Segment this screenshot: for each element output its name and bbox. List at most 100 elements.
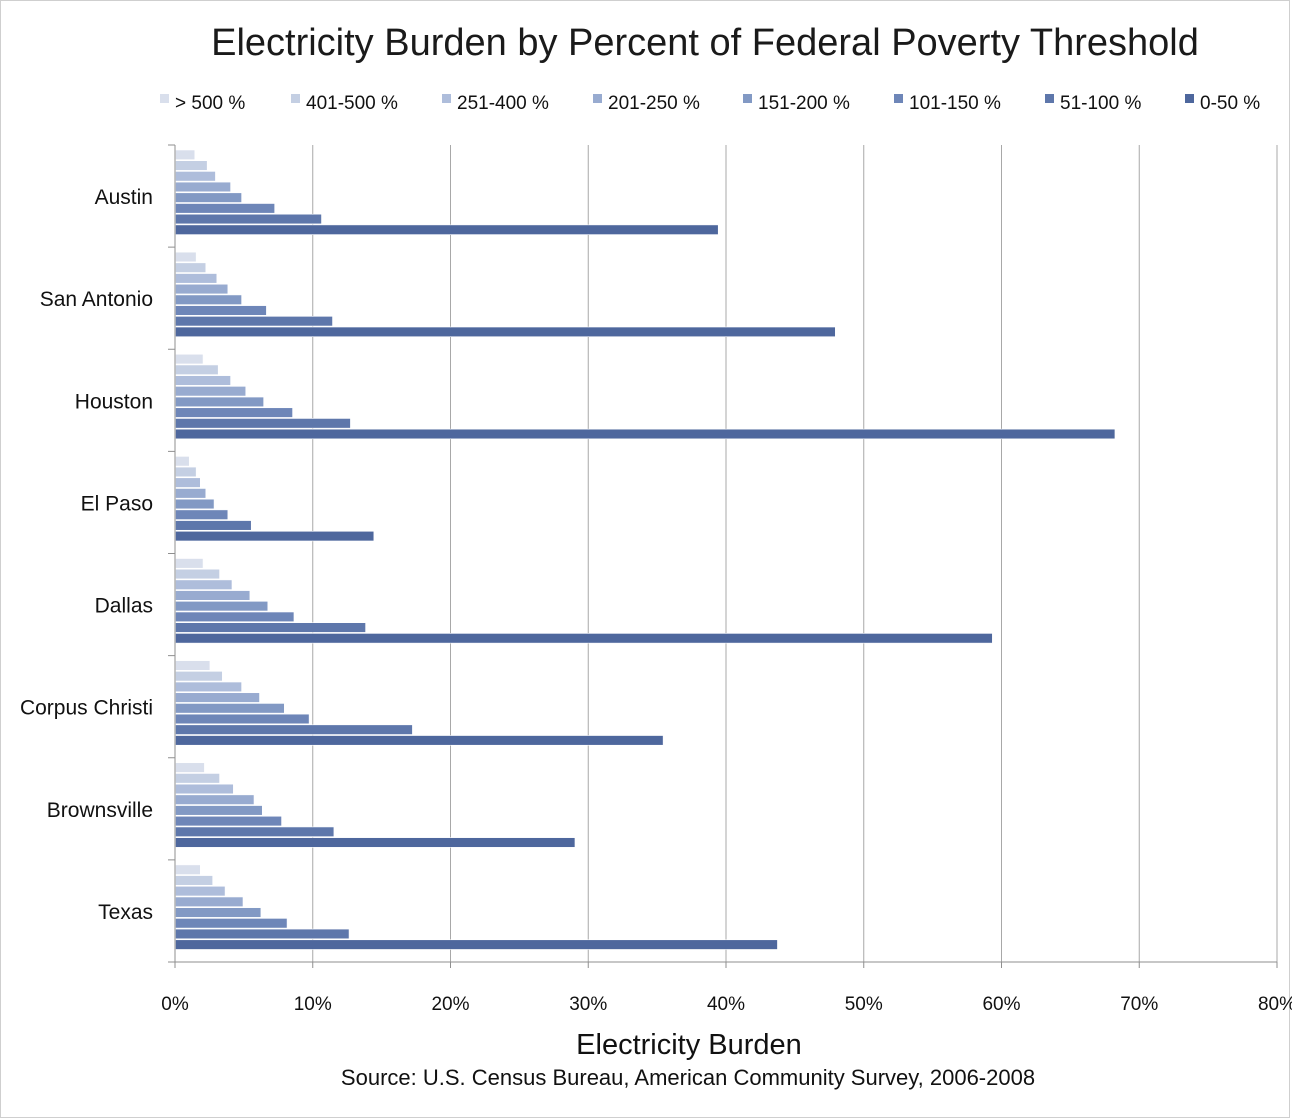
legend-swatch (1185, 94, 1194, 103)
bar (175, 305, 267, 316)
bar (175, 558, 204, 569)
bar (175, 488, 207, 499)
bar (175, 203, 275, 214)
bar (175, 375, 231, 386)
legend-swatch (1045, 94, 1054, 103)
bar (175, 703, 285, 714)
bar (175, 681, 242, 693)
bar (175, 396, 264, 408)
legend-swatch (894, 94, 903, 103)
bar (175, 875, 213, 886)
bar (175, 826, 335, 837)
legend-item: 51-100 % (1045, 93, 1141, 114)
bar (175, 713, 310, 725)
bar (175, 520, 252, 531)
legend-label: 151-200 % (758, 93, 850, 114)
legend-swatch (160, 94, 169, 103)
x-tick-label: 0% (161, 994, 189, 1015)
bar (175, 815, 282, 827)
bar (175, 568, 220, 580)
bar (175, 498, 215, 510)
legend-swatch (743, 94, 752, 103)
legend-item: 0-50 % (1185, 93, 1260, 114)
legend-item: 151-200 % (743, 93, 850, 114)
bar (175, 364, 219, 375)
legend-swatch (593, 94, 602, 103)
bar (175, 283, 229, 295)
bar (175, 326, 836, 338)
bar (175, 251, 197, 263)
chart-labels: 0% 10% 20% 30% 40% 50% 60% 70% 80% Austin San Anto… (20, 186, 1292, 1015)
category-label: Austin (95, 186, 153, 209)
bar (175, 773, 220, 784)
bar (175, 579, 233, 590)
bar (175, 633, 993, 644)
category-label: Dallas (95, 595, 153, 618)
bar (175, 530, 375, 542)
bar (175, 864, 201, 875)
legend-item: 101-150 % (894, 93, 1001, 114)
bar (175, 316, 333, 327)
chart-bars (175, 149, 1116, 950)
x-tick-label: 10% (294, 994, 332, 1015)
bar (175, 407, 293, 418)
bar (175, 213, 322, 225)
legend-item: 201-250 % (593, 93, 700, 114)
x-tick-label: 20% (431, 994, 469, 1015)
bar (175, 466, 197, 478)
bar (175, 611, 295, 622)
x-tick-label: 70% (1120, 994, 1158, 1015)
category-label: Corpus Christi (20, 697, 153, 720)
bar (175, 590, 251, 601)
chart-title: Electricity Burden by Percent of Federal… (211, 22, 1199, 64)
legend-label: 251-400 % (457, 93, 549, 114)
bar (175, 160, 208, 171)
bar (175, 928, 350, 940)
bar (175, 885, 226, 897)
bar (175, 386, 247, 397)
bar (175, 600, 269, 612)
bar (175, 418, 351, 429)
bar (175, 294, 242, 305)
chart-gridlines (312, 145, 1278, 962)
bar (175, 660, 211, 671)
chart-legend: > 500 % 401-500 % 251-400 % 201-250 % 151-20… (160, 93, 1260, 114)
x-tick-label: 80% (1258, 994, 1292, 1015)
legend-label: 0-50 % (1200, 93, 1260, 114)
bar (175, 896, 244, 907)
bar (175, 456, 190, 467)
bar (175, 794, 255, 805)
legend-swatch (291, 94, 300, 103)
bar (175, 273, 218, 284)
x-axis-title: Electricity Burden (576, 1029, 802, 1061)
x-tick-label: 50% (845, 994, 883, 1015)
bar (175, 149, 196, 160)
legend-item: 401-500 % (291, 93, 398, 114)
legend-item: 251-400 % (442, 93, 549, 114)
bar (175, 353, 204, 365)
bar (175, 762, 205, 773)
bar (175, 735, 664, 746)
bar (175, 783, 234, 795)
x-tick-label: 40% (707, 994, 745, 1015)
bar (175, 192, 242, 203)
x-tick-label: 60% (982, 994, 1020, 1015)
bar (175, 805, 263, 816)
bar (175, 477, 201, 488)
x-tick-label: 30% (569, 994, 607, 1015)
bar (175, 262, 207, 273)
bar (175, 224, 719, 235)
bar (175, 939, 778, 950)
bar (175, 692, 260, 703)
source-note: Source: U.S. Census Bureau, American Com… (340, 1065, 1036, 1090)
bar (175, 622, 366, 633)
category-label: El Paso (81, 492, 153, 515)
legend-label: 51-100 % (1060, 93, 1141, 114)
bar (175, 181, 231, 193)
bar (175, 509, 229, 520)
legend-label: 201-250 % (608, 93, 700, 114)
bar (175, 918, 288, 929)
category-label: Texas (98, 901, 153, 924)
legend-label: 101-150 % (909, 93, 1001, 114)
